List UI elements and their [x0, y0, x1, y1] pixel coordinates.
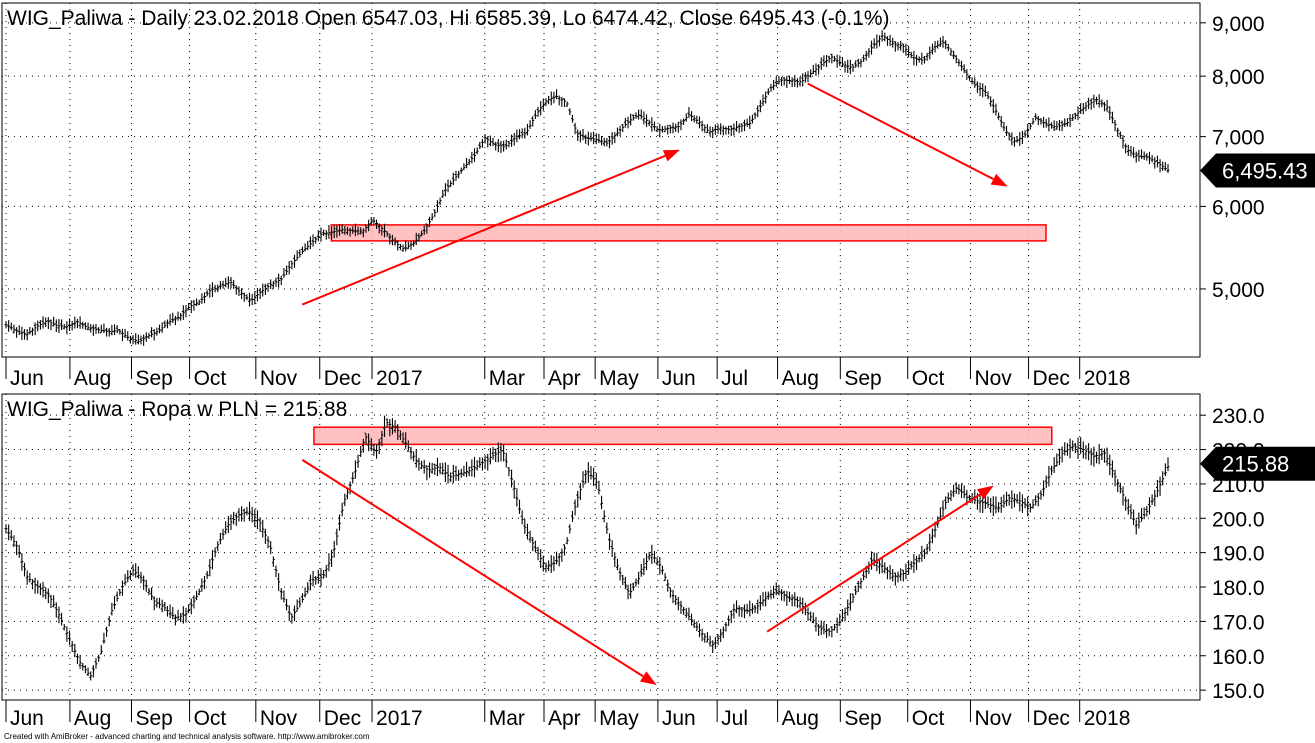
price-x-axis: Jun Aug Sep Oct Nov Dec 2017 Mar Apr May Jun Jul Aug… [5, 357, 1131, 390]
y-tick-label: 6,000 [1212, 196, 1265, 219]
x-tick-label: Jun [662, 707, 696, 730]
x-tick-label: Mar [489, 707, 525, 730]
y-tick-label: 5,000 [1212, 279, 1265, 302]
x-tick-label: Apr [548, 707, 581, 730]
resistance-zone [330, 224, 1047, 242]
x-tick-label: Sep [135, 707, 172, 730]
x-tick-label: Oct [912, 367, 945, 390]
price-chart-title: WIG_Paliwa - Daily 23.02.2018 Open 6547.… [7, 7, 890, 30]
trend-arrow [301, 459, 657, 685]
y-tick-label: 7,000 [1212, 127, 1265, 150]
oil-annotations-under [313, 426, 1053, 446]
price-last-value-tag: 6,495.43 [1200, 153, 1315, 188]
last-value-badge [1200, 446, 1315, 481]
footer-credit: Created with AmiBroker - advanced charti… [4, 732, 370, 741]
x-tick-label: Nov [974, 367, 1012, 390]
oil-panel-frame [1, 393, 1201, 701]
x-tick-label: Sep [844, 367, 881, 390]
trend-arrow [807, 82, 1008, 187]
x-tick-label: Sep [844, 707, 881, 730]
x-tick-label: Oct [194, 367, 227, 390]
x-tick-label: Sep [135, 367, 172, 390]
x-tick-label: Nov [974, 707, 1012, 730]
x-tick-label: Nov [260, 707, 298, 730]
oil-series [4, 415, 1170, 681]
price-annotations-under [330, 224, 1047, 242]
oil-panel: WIG_Paliwa - Ropa w PLN = 215.88 150.0 16… [1, 393, 1315, 703]
x-tick-label: Jun [10, 707, 44, 730]
y-tick-label: 180.0 [1212, 577, 1265, 600]
x-tick-label: Jul [721, 707, 748, 730]
trend-arrow-head [639, 671, 657, 685]
trend-arrow-head [990, 173, 1008, 187]
x-tick-label: 2017 [376, 367, 423, 390]
y-tick-label: 230.0 [1212, 405, 1265, 428]
price-panel: WIG_Paliwa - Daily 23.02.2018 Open 6547.… [1, 2, 1315, 358]
oil-x-axis: Jun Aug Sep Oct Nov Dec 2017 Mar Apr May Jun Jul Aug… [5, 700, 1131, 730]
x-tick-label: May [599, 367, 639, 390]
resistance-zone [313, 426, 1053, 446]
x-tick-label: Dec [324, 367, 361, 390]
x-tick-label: Oct [194, 707, 227, 730]
oil-chart-title: WIG_Paliwa - Ropa w PLN = 215.88 [7, 398, 347, 421]
y-tick-label: 160.0 [1212, 646, 1265, 669]
x-tick-label: Aug [782, 367, 819, 390]
oil-y-axis: 150.0160.0170.0180.0190.0200.0210.0220.0… [1200, 405, 1265, 703]
trend-arrow [766, 485, 994, 633]
x-tick-label: 2018 [1084, 707, 1131, 730]
last-value-label: 6,495.43 [1222, 158, 1308, 183]
y-tick-label: 9,000 [1212, 13, 1265, 36]
trend-arrow-shaft [766, 493, 981, 633]
x-tick-label: Dec [324, 707, 361, 730]
x-tick-label: Dec [1033, 707, 1070, 730]
x-tick-label: May [599, 707, 639, 730]
trend-arrow-shaft [301, 459, 644, 678]
x-tick-label: Jun [662, 367, 696, 390]
x-tick-label: Nov [260, 367, 298, 390]
x-tick-label: 2017 [376, 707, 423, 730]
y-tick-label: 200.0 [1212, 508, 1265, 531]
y-tick-label: 170.0 [1212, 611, 1265, 634]
x-tick-label: Mar [489, 367, 525, 390]
trend-arrow-shaft [807, 82, 994, 181]
last-value-badge [1200, 153, 1315, 188]
trend-arrow-head [977, 485, 994, 500]
price-panel-frame [1, 2, 1201, 358]
x-tick-label: Jun [10, 367, 44, 390]
x-tick-label: 2018 [1084, 367, 1131, 390]
x-tick-label: Aug [74, 367, 111, 390]
trend-arrow-shaft [301, 154, 666, 306]
price-annotations-over [301, 82, 1008, 306]
y-tick-label: 190.0 [1212, 543, 1265, 566]
x-tick-label: Aug [74, 707, 111, 730]
x-tick-label: Apr [548, 367, 581, 390]
x-tick-label: Jul [721, 367, 748, 390]
x-tick-label: Oct [912, 707, 945, 730]
last-value-label: 215.88 [1222, 452, 1289, 477]
y-tick-label: 150.0 [1212, 680, 1265, 703]
x-tick-label: Aug [782, 707, 819, 730]
x-tick-label: Dec [1033, 367, 1070, 390]
oil-last-value-tag: 215.88 [1200, 446, 1315, 481]
price-y-axis: 5,000 6,000 7,000 8,000 9,000 [1200, 13, 1265, 302]
oil-annotations-over [301, 459, 994, 685]
trend-arrow [301, 149, 680, 306]
price-series [4, 30, 1170, 346]
trend-arrow-head [662, 149, 680, 162]
y-tick-label: 8,000 [1212, 66, 1265, 89]
